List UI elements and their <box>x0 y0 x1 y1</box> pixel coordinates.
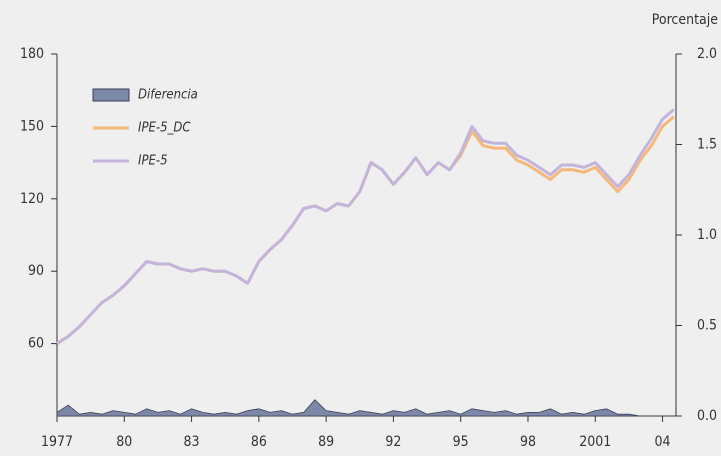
x-tick-label: 95 <box>453 434 469 450</box>
legend-label: IPE-5 <box>138 154 168 169</box>
x-tick-label: 80 <box>116 434 132 450</box>
x-tick-label: 83 <box>184 434 200 450</box>
line <box>56 108 675 345</box>
x-tick-label: 92 <box>385 434 401 450</box>
x-tick-label: 2001 <box>579 434 611 450</box>
legend-swatch <box>92 88 130 102</box>
y-tick-label: 90 <box>28 263 44 279</box>
y2-tick-label: 2.0 <box>697 46 717 62</box>
x-tick-label: 86 <box>251 434 267 450</box>
y2-tick-label: 1.5 <box>697 137 717 153</box>
y2-tick-label: 0.5 <box>697 318 717 334</box>
y-tick-label: 60 <box>28 336 44 352</box>
y2-axis-label: Porcentaje <box>652 12 718 28</box>
x-tick-label: 98 <box>520 434 536 450</box>
y2-tick-label: 1.0 <box>697 227 717 243</box>
x-tick-label: 89 <box>318 434 334 450</box>
y2-tick-label: 0.0 <box>697 408 717 424</box>
legend-label: IPE-5_DC <box>138 121 191 136</box>
x-tick-label: 1977 <box>41 434 73 450</box>
x-tick-label: 04 <box>655 434 671 450</box>
y-tick-label: 150 <box>20 118 44 134</box>
area <box>56 399 674 417</box>
y-tick-label: 120 <box>20 191 44 207</box>
legend-label: Diferencia <box>138 88 198 103</box>
y-tick-label: 180 <box>20 46 44 62</box>
